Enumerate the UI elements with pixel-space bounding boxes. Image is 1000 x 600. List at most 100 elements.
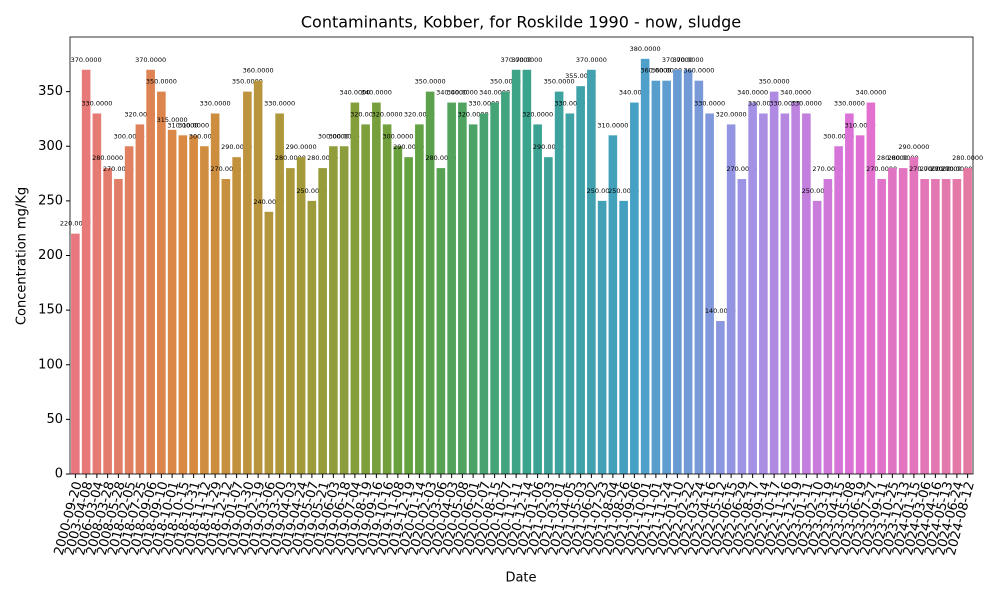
bar: [909, 157, 919, 475]
value-label: 300.0000: [823, 132, 854, 140]
value-label: 310.0000: [167, 121, 198, 129]
value-label: 250.0000: [802, 187, 833, 195]
value-label: 330.0000: [748, 99, 779, 107]
value-label: 140.0000: [705, 307, 736, 315]
y-tick-label: 300: [38, 139, 63, 154]
bar: [533, 124, 542, 475]
value-label: 310.0000: [845, 121, 876, 129]
value-label: 330.0000: [468, 99, 499, 107]
y-tick-label: 350: [38, 84, 63, 99]
bar: [812, 200, 822, 474]
value-label: 330.0000: [81, 99, 112, 107]
value-label: 300.0000: [382, 132, 413, 140]
value-label: 315.0000: [157, 116, 188, 124]
bar: [210, 113, 220, 474]
value-label: 330.0000: [554, 99, 585, 107]
value-label: 290.0000: [393, 143, 424, 151]
bar: [458, 102, 467, 475]
bar: [554, 91, 564, 474]
bar: [253, 80, 263, 474]
bar: [608, 135, 618, 474]
value-label: 340.0000: [447, 89, 478, 97]
chart-title: Contaminants, Kobber, for Roskilde 1990 …: [301, 13, 741, 32]
bar: [114, 179, 123, 474]
bar: [479, 113, 489, 474]
value-label: 340.0000: [361, 89, 392, 97]
bar: [425, 91, 435, 474]
value-label: 350.0000: [146, 78, 177, 86]
value-label: 370.0000: [673, 56, 704, 64]
bar: [683, 69, 693, 475]
value-label: 310.0000: [178, 121, 209, 129]
y-axis-label: Concentration mg/Kg: [15, 187, 30, 325]
bar: [587, 69, 596, 475]
value-label: 290.0000: [286, 143, 317, 151]
bar: [941, 179, 951, 474]
y-tick-label: 150: [38, 303, 63, 318]
value-label: 320.0000: [350, 110, 381, 118]
value-label: 320.0000: [372, 110, 403, 118]
value-label: 300.0000: [329, 132, 360, 140]
bar: [866, 102, 876, 475]
value-label: 240.0000: [253, 198, 284, 206]
bar: [393, 146, 403, 474]
bar: [382, 124, 392, 475]
value-label: 370.0000: [662, 56, 693, 64]
bar: [296, 157, 306, 475]
value-label: 330.0000: [694, 99, 725, 107]
value-label: 340.0000: [780, 89, 811, 97]
value-label: 290.0000: [898, 143, 929, 151]
value-label: 350.0000: [232, 78, 263, 86]
value-label: 280.0000: [275, 154, 306, 162]
value-label: 220.0000: [60, 220, 91, 228]
value-label: 330.0000: [264, 99, 295, 107]
value-label: 270.0000: [812, 165, 843, 173]
bar: [221, 179, 231, 474]
bar: [651, 80, 661, 474]
bar: [501, 91, 510, 474]
value-label: 310.0000: [597, 121, 628, 129]
value-label: 270.0000: [726, 165, 757, 173]
value-label: 270.0000: [866, 165, 897, 173]
bar: [931, 179, 940, 474]
bar: [286, 168, 295, 474]
value-label: 340.0000: [479, 89, 510, 97]
value-label: 270.0000: [909, 165, 940, 173]
bar: [694, 80, 704, 474]
bar: [468, 124, 478, 475]
bar: [243, 91, 252, 474]
value-label: 270.0000: [941, 165, 972, 173]
value-label: 350.0000: [759, 78, 790, 86]
bar: [436, 168, 446, 474]
value-label: 300.0000: [189, 132, 220, 140]
value-label: 300.0000: [114, 132, 145, 140]
bar: [748, 102, 757, 475]
bar: [673, 69, 682, 475]
bar: [834, 146, 843, 474]
value-label: 340.0000: [855, 89, 886, 97]
bar: [952, 179, 962, 474]
bar: [135, 124, 145, 475]
bar: [307, 200, 317, 474]
bar: [71, 233, 80, 474]
bar: [232, 157, 241, 475]
bar: [544, 157, 553, 475]
value-label: 360.0000: [683, 67, 714, 75]
bar: [167, 129, 177, 475]
bar: [318, 168, 327, 474]
value-label: 270.0000: [210, 165, 241, 173]
value-label: 290.0000: [533, 143, 564, 151]
value-label: 280.0000: [307, 154, 338, 162]
bar: [157, 91, 166, 474]
bar: [877, 179, 886, 474]
value-label: 250.0000: [608, 187, 639, 195]
bar: [275, 113, 284, 474]
value-label: 330.0000: [200, 99, 231, 107]
bar: [329, 146, 338, 474]
value-label: 370.0000: [135, 56, 166, 64]
bar: [802, 113, 811, 474]
plot-frame: [69, 36, 974, 475]
value-label: 360.0000: [640, 67, 671, 75]
bar: [81, 69, 91, 475]
